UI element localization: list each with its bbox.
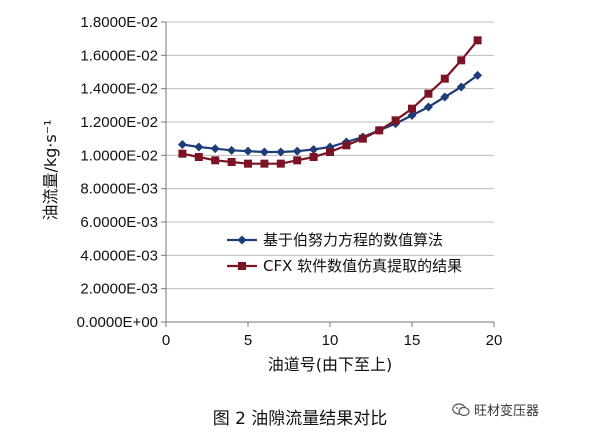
data-point: [457, 56, 466, 65]
x-tick-labels: 0 5 10 15 20: [162, 332, 503, 349]
y-tick-label: 4.0000E-03: [80, 247, 158, 264]
series-2: [178, 36, 482, 168]
data-point: [293, 156, 302, 165]
data-point: [227, 145, 237, 155]
wechat-icon: [452, 402, 470, 416]
data-point: [326, 148, 334, 156]
y-tick-labels: 0.0000E+00 2.0000E-03 4.0000E-03 6.0000E-03…: [77, 14, 158, 331]
x-tick-label: 15: [404, 332, 421, 349]
y-tick-label: 1.0000E-02: [80, 147, 158, 164]
data-point: [244, 159, 252, 168]
legend-marker: [237, 235, 247, 245]
series-group: [177, 36, 483, 168]
data-point: [292, 146, 302, 156]
y-tick-label: 1.8000E-02: [80, 14, 158, 31]
y-tick-label: 0.0000E+00: [77, 314, 158, 331]
y-axis-label: 油流量/kg·s⁻¹: [41, 119, 60, 220]
watermark: 旺材变压器: [452, 400, 539, 419]
data-point: [342, 141, 351, 150]
data-point: [194, 142, 204, 152]
data-point: [440, 92, 450, 102]
data-point: [243, 146, 253, 156]
data-point: [424, 89, 433, 98]
y-tick-label: 1.6000E-02: [80, 47, 158, 64]
axes: [161, 21, 495, 327]
figure-caption: 图 2 油隙流量结果对比: [212, 409, 388, 429]
y-tick-label: 8.0000E-03: [80, 181, 158, 198]
data-point: [210, 144, 220, 154]
data-point: [440, 74, 449, 83]
legend: 基于伯努力方程的数值算法 CFX 软件数值仿真提取的结果: [227, 231, 462, 275]
y-tick-label: 1.2000E-02: [80, 114, 158, 131]
data-point: [260, 159, 269, 168]
series-line: [182, 74, 479, 154]
x-axis-label: 油道号(由下至上): [268, 355, 393, 374]
data-point: [177, 140, 187, 149]
data-point: [391, 116, 400, 125]
x-tick-label: 5: [244, 332, 252, 349]
data-point: [375, 126, 384, 135]
data-point: [309, 153, 318, 161]
data-point: [456, 82, 466, 92]
data-point: [473, 70, 483, 80]
x-tick-label: 0: [162, 332, 170, 349]
legend-marker: [238, 262, 246, 270]
data-point: [194, 153, 203, 161]
data-point: [276, 147, 286, 157]
legend-label: 基于伯努力方程的数值算法: [263, 231, 443, 249]
series-1: [177, 70, 483, 157]
y-tick-label: 2.0000E-03: [80, 281, 158, 298]
watermark-text: 旺材变压器: [474, 404, 540, 419]
data-point: [423, 102, 433, 112]
line-chart: 0.0000E+00 2.0000E-03 4.0000E-03 6.0000E-03…: [41, 14, 503, 374]
data-point: [227, 158, 236, 166]
data-point: [259, 147, 269, 157]
legend-label: CFX 软件数值仿真提取的结果: [263, 257, 462, 275]
y-tick-label: 1.4000E-02: [80, 81, 158, 98]
data-point: [407, 110, 417, 120]
data-point: [473, 36, 482, 45]
y-tick-label: 6.0000E-03: [80, 214, 158, 231]
data-point: [211, 156, 220, 165]
data-point: [178, 149, 187, 158]
data-point: [309, 145, 319, 154]
data-point: [358, 134, 367, 143]
data-point: [276, 159, 285, 168]
x-tick-label: 10: [322, 332, 339, 349]
data-point: [408, 104, 416, 113]
x-tick-label: 20: [486, 332, 503, 349]
